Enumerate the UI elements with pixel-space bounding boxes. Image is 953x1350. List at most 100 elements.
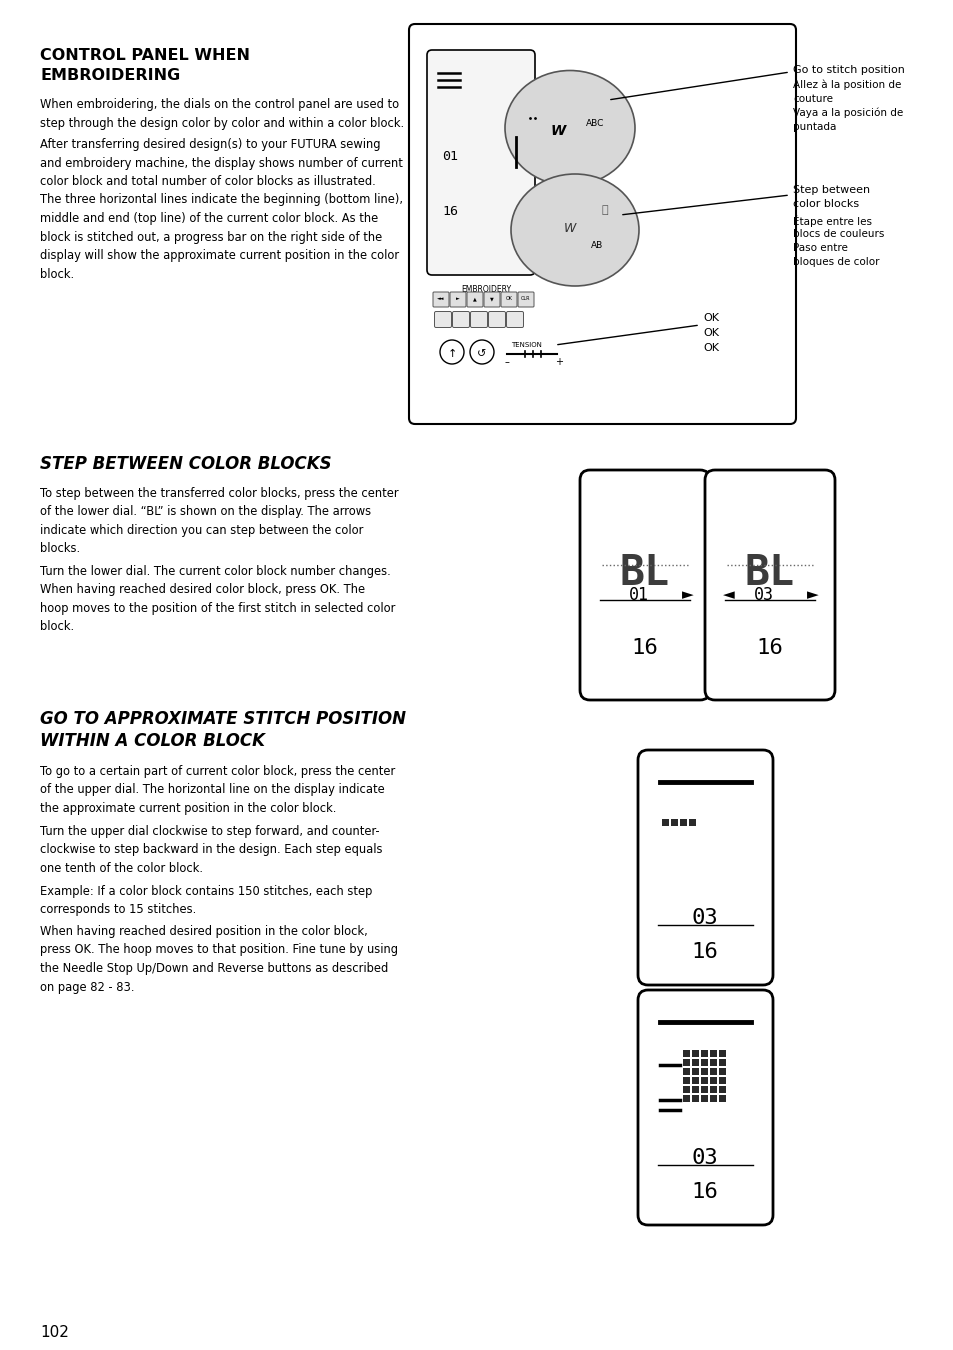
Text: 16: 16 — [756, 639, 782, 657]
Text: Allez à la position de: Allez à la position de — [792, 80, 901, 90]
Text: OK: OK — [505, 297, 512, 301]
Text: 16: 16 — [441, 205, 457, 217]
Bar — [682, 1077, 689, 1084]
Bar — [682, 1095, 689, 1102]
Text: ↑: ↑ — [447, 350, 456, 359]
Text: W: W — [550, 124, 565, 138]
Bar — [700, 1085, 707, 1094]
Text: blocs de couleurs: blocs de couleurs — [792, 230, 883, 239]
Bar — [682, 1050, 689, 1057]
Text: OK: OK — [702, 328, 719, 338]
Text: When embroidering, the dials on the control panel are used to
step through the d: When embroidering, the dials on the cont… — [40, 99, 404, 130]
Text: Step between: Step between — [792, 185, 869, 194]
Text: color blocks: color blocks — [792, 198, 859, 209]
Bar — [709, 1050, 717, 1057]
Text: EMBROIDERY: EMBROIDERY — [460, 285, 511, 294]
Text: GO TO APPROXIMATE STITCH POSITION: GO TO APPROXIMATE STITCH POSITION — [40, 710, 406, 728]
Bar — [700, 1095, 707, 1102]
Text: Example: If a color block contains 150 stitches, each step
corresponds to 15 sti: Example: If a color block contains 150 s… — [40, 886, 372, 917]
Bar — [661, 819, 668, 826]
Text: Go to stitch position: Go to stitch position — [792, 65, 904, 76]
Text: When having reached desired position in the color block,
press OK. The hoop move: When having reached desired position in … — [40, 925, 397, 994]
Text: ►: ► — [806, 587, 818, 602]
Text: Turn the lower dial. The current color block number changes.
When having reached: Turn the lower dial. The current color b… — [40, 566, 395, 633]
FancyBboxPatch shape — [638, 751, 772, 986]
Bar — [682, 1068, 689, 1075]
Bar — [719, 1050, 725, 1057]
Text: ↺: ↺ — [476, 350, 486, 359]
Text: 03: 03 — [753, 586, 773, 603]
Text: 16: 16 — [631, 639, 658, 657]
Bar — [709, 1068, 717, 1075]
FancyBboxPatch shape — [638, 990, 772, 1224]
Text: OK: OK — [702, 313, 719, 323]
Text: –: – — [504, 356, 509, 367]
FancyBboxPatch shape — [500, 292, 517, 306]
FancyBboxPatch shape — [517, 292, 534, 306]
Text: Vaya a la posición de: Vaya a la posición de — [792, 108, 902, 119]
FancyBboxPatch shape — [483, 292, 499, 306]
Text: Paso entre: Paso entre — [792, 243, 847, 252]
FancyBboxPatch shape — [467, 292, 482, 306]
Text: 16: 16 — [691, 942, 718, 963]
FancyBboxPatch shape — [579, 470, 709, 701]
Bar — [709, 1058, 717, 1066]
Bar — [719, 1095, 725, 1102]
FancyBboxPatch shape — [450, 292, 465, 306]
Bar — [719, 1085, 725, 1094]
Text: WITHIN A COLOR BLOCK: WITHIN A COLOR BLOCK — [40, 732, 265, 751]
Ellipse shape — [511, 174, 639, 286]
Text: ►: ► — [456, 297, 459, 301]
Text: +: + — [555, 356, 562, 367]
Text: 102: 102 — [40, 1324, 69, 1341]
Text: puntada: puntada — [792, 122, 836, 132]
Text: ABC: ABC — [585, 119, 603, 127]
Text: ►: ► — [681, 587, 693, 602]
Bar — [719, 1058, 725, 1066]
Bar — [682, 1058, 689, 1066]
Text: TENSION: TENSION — [511, 342, 542, 348]
Text: To go to a certain part of current color block, press the center
of the upper di: To go to a certain part of current color… — [40, 765, 395, 815]
Bar — [719, 1077, 725, 1084]
Bar — [691, 1068, 699, 1075]
FancyBboxPatch shape — [506, 312, 523, 328]
Text: 🗑: 🗑 — [601, 205, 608, 215]
Text: Turn the upper dial clockwise to step forward, and counter-
clockwise to step ba: Turn the upper dial clockwise to step fo… — [40, 825, 382, 875]
FancyBboxPatch shape — [427, 50, 535, 275]
Text: CONTROL PANEL WHEN: CONTROL PANEL WHEN — [40, 49, 250, 63]
Text: AB: AB — [590, 240, 602, 250]
Bar — [679, 819, 686, 826]
FancyBboxPatch shape — [704, 470, 834, 701]
Text: 03: 03 — [691, 909, 718, 927]
Text: bloques de color: bloques de color — [792, 256, 879, 267]
Bar — [709, 1095, 717, 1102]
Text: BL: BL — [744, 552, 794, 594]
Bar — [670, 819, 678, 826]
Ellipse shape — [504, 70, 635, 185]
Text: After transferring desired design(s) to your FUTURA sewing
and embroidery machin: After transferring desired design(s) to … — [40, 138, 402, 281]
Text: EMBROIDERING: EMBROIDERING — [40, 68, 180, 82]
FancyBboxPatch shape — [409, 24, 795, 424]
Bar — [700, 1050, 707, 1057]
Text: couture: couture — [792, 95, 832, 104]
Bar — [691, 1095, 699, 1102]
Text: 01: 01 — [441, 150, 457, 163]
Bar — [709, 1077, 717, 1084]
Bar — [719, 1068, 725, 1075]
Text: ▼: ▼ — [490, 297, 494, 301]
Bar — [691, 1050, 699, 1057]
Text: OK: OK — [702, 343, 719, 352]
Bar — [691, 1077, 699, 1084]
Bar — [700, 1068, 707, 1075]
Text: BL: BL — [619, 552, 669, 594]
Text: Étape entre les: Étape entre les — [792, 215, 871, 227]
Text: 01: 01 — [628, 586, 648, 603]
Bar — [682, 1085, 689, 1094]
Text: STEP BETWEEN COLOR BLOCKS: STEP BETWEEN COLOR BLOCKS — [40, 455, 332, 472]
Bar — [691, 1085, 699, 1094]
Bar — [700, 1058, 707, 1066]
FancyBboxPatch shape — [434, 312, 451, 328]
Bar — [709, 1085, 717, 1094]
FancyBboxPatch shape — [470, 312, 487, 328]
Text: 16: 16 — [691, 1183, 718, 1202]
